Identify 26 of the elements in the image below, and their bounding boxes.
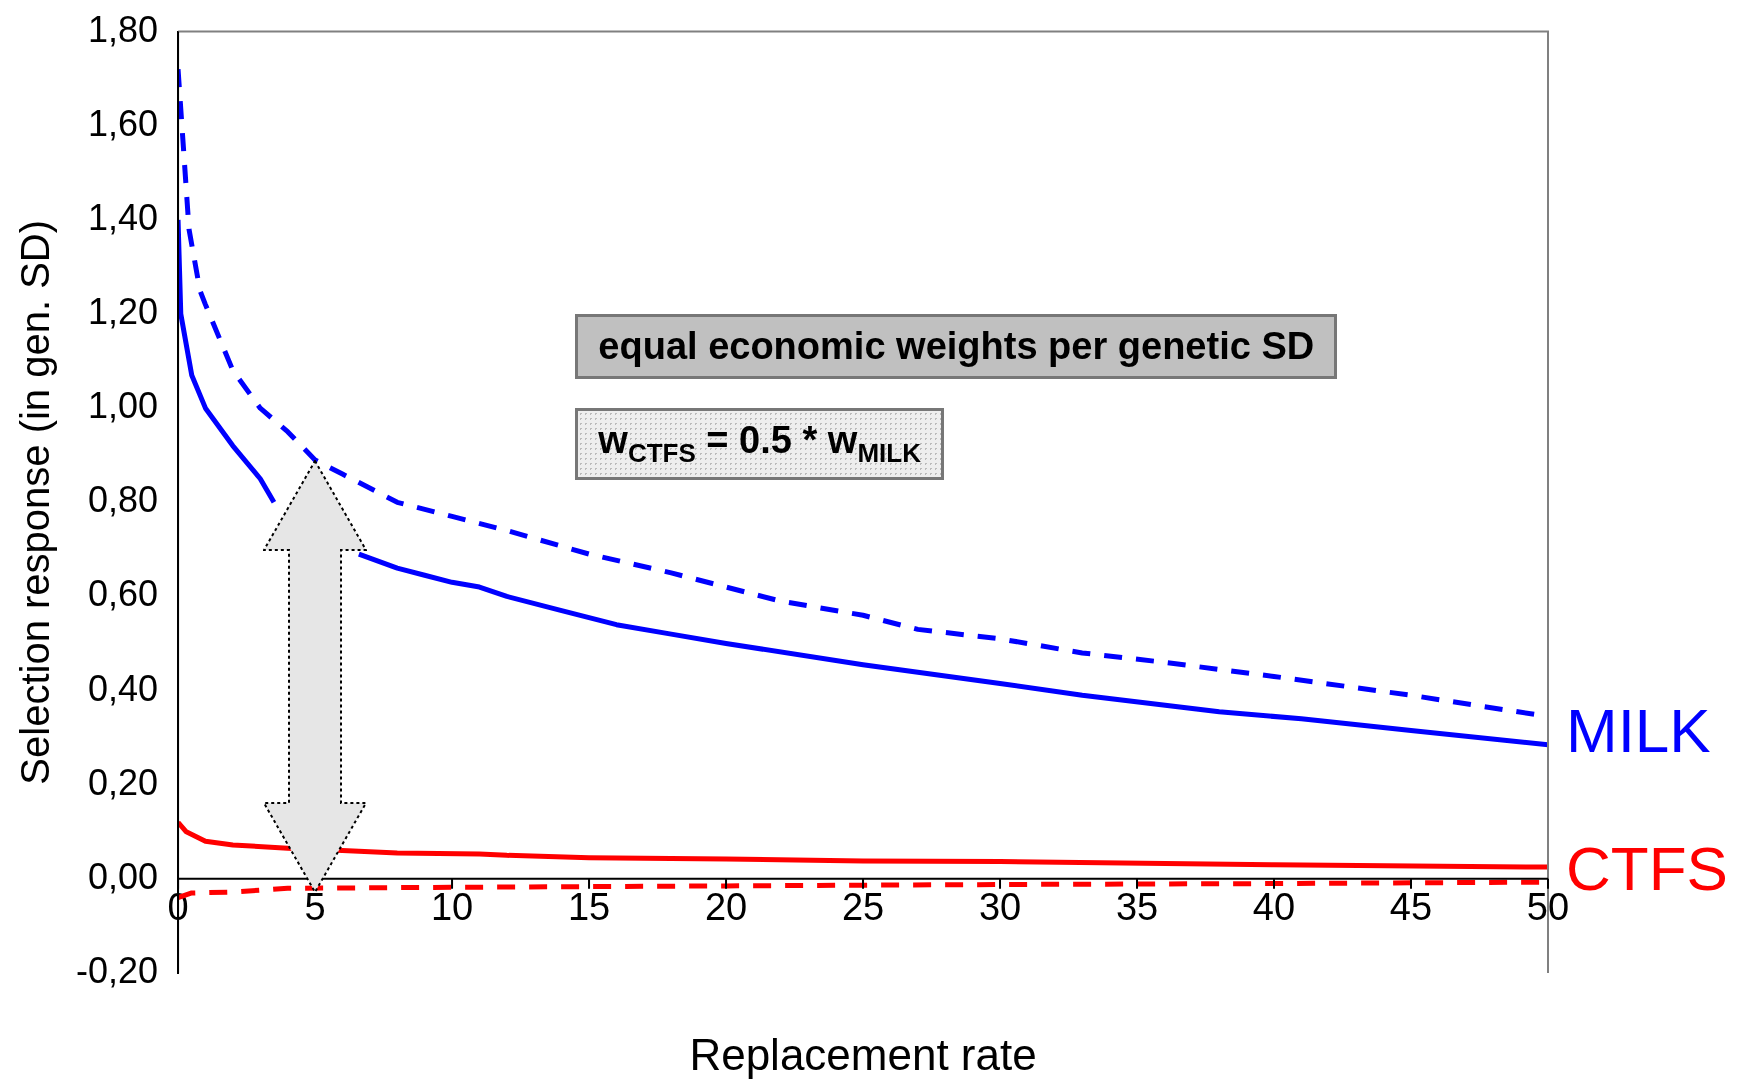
annotation: w$_{CTFS}$ = 0.5 * w$_{MILK}$ [575,408,944,480]
y-tick-label: 0,60 [87,573,159,615]
y-tick-label: 1,00 [87,385,159,427]
y-tick-label: 1,40 [87,196,159,238]
y-tick-label: 1,60 [87,102,159,144]
x-tick-label: 40 [1252,886,1296,929]
y-tick-label: 0,40 [87,667,159,709]
x-tick-label: 30 [978,886,1022,929]
y-tick-label: 0,00 [87,855,159,897]
x-tick-label: 15 [567,886,611,929]
x-tick-label: 35 [1115,886,1159,929]
x-tick-label: 45 [1389,886,1433,929]
series-label: MILK [1566,695,1711,765]
x-axis-title: Replacement rate [689,1030,1037,1080]
y-tick-label: 1,80 [87,8,159,50]
y-tick-label: 0,20 [87,761,159,803]
y-tick-label: -0,20 [75,949,159,991]
x-tick-label: 20 [704,886,748,929]
x-tick-label: 25 [841,886,885,929]
y-axis-title: Selection response (in gen. SD) [13,219,58,785]
y-tick-label: 0,80 [87,479,159,521]
x-tick-label: 50 [1526,886,1570,929]
x-tick-label: 10 [430,886,474,929]
annotation: equal economic weights per genetic SD [575,314,1338,380]
y-tick-label: 1,20 [87,290,159,332]
x-tick-label: 5 [304,886,326,929]
